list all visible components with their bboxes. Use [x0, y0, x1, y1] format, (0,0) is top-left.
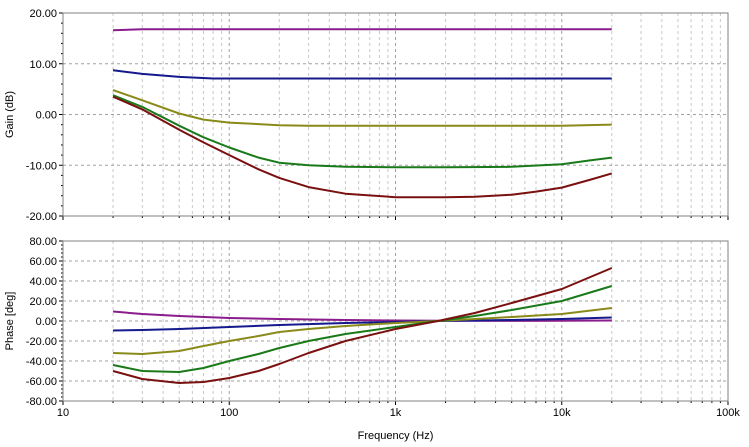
- gain-series-line-5: [112, 95, 613, 199]
- phase-ytick-label: 0.00: [36, 316, 57, 328]
- phase-ytick-label: 20.00: [29, 296, 57, 308]
- phase-ytick-label: -40.00: [26, 356, 57, 368]
- phase-ytick-label: 60.00: [29, 256, 57, 268]
- gain-ytick-label: 0.00: [36, 110, 57, 122]
- gain-series-line-4: [112, 94, 612, 169]
- xtick-label: 10k: [553, 407, 571, 419]
- phase-series-line-3: [112, 307, 612, 355]
- gain-ytick-label: 20.00: [29, 8, 57, 20]
- phase-ytick-label: -20.00: [26, 336, 57, 348]
- phase-y-axis-label: Phase [deg]: [4, 292, 16, 351]
- gain-series-line-1: [112, 28, 612, 32]
- xtick-label: 100k: [716, 407, 740, 419]
- phase-series-line-4: [112, 285, 613, 373]
- gain-ytick-label: -10.00: [26, 160, 57, 172]
- gain-series-line-3: [112, 89, 612, 127]
- xtick-label: 1k: [390, 407, 402, 419]
- phase-ytick-label: 40.00: [29, 276, 57, 288]
- xtick-label: 100: [220, 407, 238, 419]
- phase-ytick-label: -80.00: [26, 396, 57, 408]
- phase-plot-frame: [62, 240, 729, 402]
- phase-ytick-label: 80.00: [29, 236, 57, 248]
- phase-series-line-5: [112, 267, 613, 384]
- gain-ytick-label: -20.00: [26, 211, 57, 223]
- gain-y-axis-label: Gain (dB): [4, 91, 16, 138]
- phase-series-line-2: [112, 316, 612, 332]
- gain-ytick-label: 10.00: [29, 59, 57, 71]
- gain-series-line-2: [112, 69, 612, 80]
- x-axis-label: Frequency (Hz): [358, 430, 434, 442]
- gain-plot-frame: [62, 12, 729, 217]
- phase-series-line-1: [112, 310, 612, 322]
- xtick-label: 10: [57, 407, 69, 419]
- phase-ytick-label: -60.00: [26, 376, 57, 388]
